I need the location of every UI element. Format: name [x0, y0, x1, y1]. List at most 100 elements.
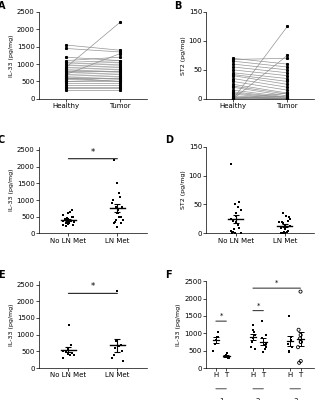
Point	[289, 344, 295, 350]
Point	[115, 210, 120, 216]
Point	[260, 318, 265, 324]
Point	[286, 348, 292, 354]
Point	[263, 340, 269, 347]
Point	[109, 200, 114, 206]
Point	[111, 352, 117, 358]
Point	[66, 210, 71, 216]
Point	[63, 349, 68, 355]
Text: *: *	[91, 148, 95, 156]
Point	[280, 220, 285, 226]
Point	[66, 321, 71, 328]
Point	[262, 346, 268, 352]
Point	[289, 337, 294, 344]
Point	[277, 219, 282, 225]
Point	[113, 217, 119, 223]
Point	[282, 230, 287, 237]
Text: 3: 3	[293, 398, 297, 400]
Point	[283, 226, 288, 232]
Point	[118, 214, 123, 220]
Point	[228, 216, 233, 222]
Text: C: C	[0, 135, 5, 145]
Point	[66, 351, 71, 357]
Point	[119, 220, 124, 226]
Point	[63, 220, 68, 226]
Point	[224, 350, 229, 357]
Point	[250, 335, 255, 342]
Point	[115, 210, 121, 216]
Point	[118, 194, 123, 200]
Point	[298, 288, 303, 295]
Text: *: *	[91, 282, 95, 291]
Point	[118, 342, 123, 348]
Point	[282, 230, 287, 237]
Point	[263, 342, 268, 349]
Point	[120, 348, 125, 354]
Point	[213, 337, 218, 344]
Point	[298, 339, 303, 345]
Y-axis label: IL-33 (pg/mg): IL-33 (pg/mg)	[176, 303, 181, 346]
Point	[252, 328, 257, 335]
Point	[112, 220, 117, 226]
Point	[212, 340, 217, 347]
Point	[110, 355, 115, 361]
Point	[249, 339, 254, 345]
Point	[284, 213, 289, 219]
Point	[234, 210, 239, 216]
Point	[120, 217, 125, 223]
Y-axis label: IL-33 (pg/mg): IL-33 (pg/mg)	[9, 169, 14, 211]
Point	[298, 332, 303, 338]
Point	[65, 220, 70, 226]
Point	[288, 334, 293, 340]
Point	[239, 207, 244, 214]
Point	[117, 214, 122, 220]
Point	[296, 326, 301, 333]
Point	[283, 222, 288, 228]
Point	[237, 198, 242, 205]
Point	[232, 226, 237, 232]
Point	[113, 204, 119, 210]
Point	[238, 230, 243, 237]
Point	[114, 224, 120, 230]
Point	[285, 227, 290, 234]
Point	[298, 358, 303, 364]
Point	[295, 344, 301, 350]
Y-axis label: ST2 (pg/mg): ST2 (pg/mg)	[181, 171, 186, 209]
Text: 2: 2	[256, 398, 260, 400]
Point	[61, 355, 66, 361]
Point	[281, 230, 286, 237]
Point	[112, 345, 118, 351]
Point	[252, 332, 257, 338]
Point	[71, 218, 76, 225]
Point	[71, 214, 76, 220]
Point	[116, 190, 121, 196]
Point	[286, 349, 292, 356]
Point	[237, 224, 242, 231]
Point	[61, 222, 66, 228]
Point	[115, 180, 120, 186]
Point	[296, 360, 302, 366]
Y-axis label: ST2 (pg/mg): ST2 (pg/mg)	[181, 36, 186, 75]
Point	[71, 222, 76, 228]
Text: *: *	[275, 280, 278, 286]
Point	[285, 218, 291, 224]
Point	[65, 216, 70, 222]
Point	[228, 227, 233, 234]
Point	[215, 334, 220, 340]
Point	[233, 230, 238, 237]
Point	[120, 358, 125, 364]
Text: A: A	[0, 0, 5, 10]
Point	[235, 222, 240, 228]
Point	[113, 218, 118, 225]
Point	[111, 157, 117, 163]
Point	[228, 161, 233, 167]
Point	[116, 343, 121, 350]
Point	[62, 216, 67, 222]
Point	[287, 313, 292, 319]
Point	[215, 328, 220, 335]
Point	[279, 219, 284, 225]
Point	[263, 344, 269, 350]
Point	[114, 288, 120, 294]
Point	[233, 213, 238, 219]
Point	[68, 218, 74, 224]
Point	[69, 350, 74, 356]
